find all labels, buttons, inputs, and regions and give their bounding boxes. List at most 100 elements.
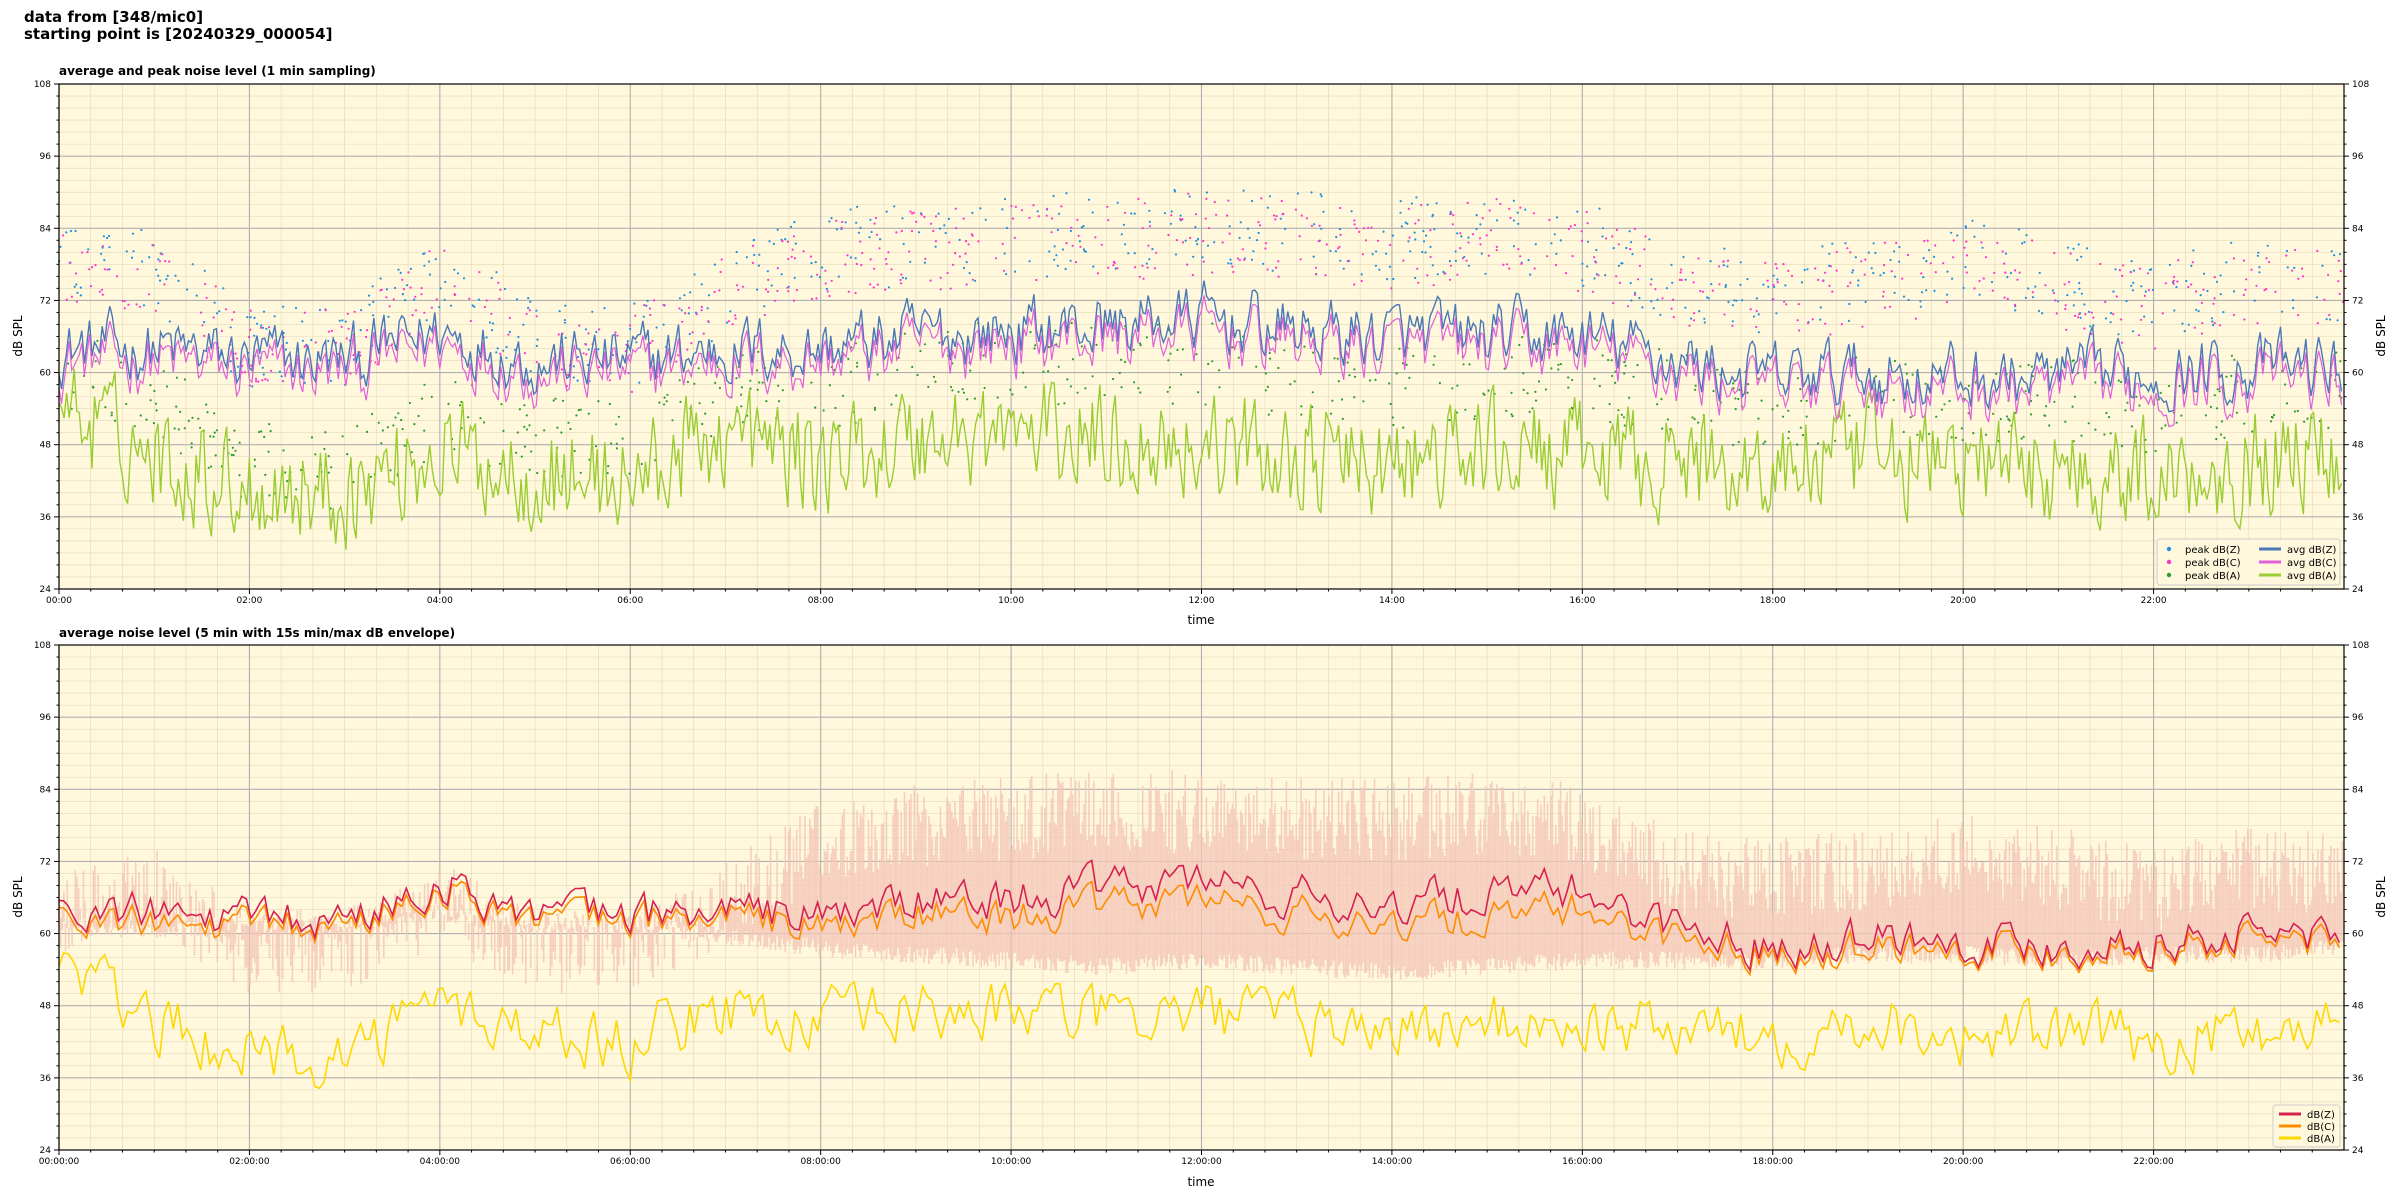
peak-point xyxy=(767,278,770,281)
peak-point xyxy=(1520,262,1523,265)
peak-point xyxy=(1153,267,1156,270)
peak-point xyxy=(895,231,898,234)
peak-point xyxy=(1800,399,1803,402)
peak-point xyxy=(414,309,418,312)
peak-point xyxy=(595,330,598,334)
peak-point xyxy=(1029,331,1032,334)
peak-point xyxy=(2180,414,2183,417)
ytick-label: 108 xyxy=(34,641,51,651)
peak-point xyxy=(1524,208,1527,211)
peak-point xyxy=(65,231,68,234)
peak-point xyxy=(2071,405,2074,408)
peak-point xyxy=(177,428,180,431)
ytick-label-right: 72 xyxy=(2352,857,2363,867)
peak-point xyxy=(745,256,749,259)
peak-point xyxy=(1772,283,1775,287)
peak-point xyxy=(386,426,389,429)
peak-point xyxy=(1266,385,1269,388)
peak-point xyxy=(2218,390,2221,393)
peak-point xyxy=(1967,384,1970,387)
peak-point xyxy=(236,365,240,368)
peak-point xyxy=(401,293,404,296)
peak-point xyxy=(1623,372,1626,375)
peak-point xyxy=(1167,233,1170,237)
peak-point xyxy=(1320,195,1323,198)
peak-point xyxy=(505,345,508,349)
peak-point xyxy=(707,294,711,297)
peak-point xyxy=(1011,393,1014,396)
peak-point xyxy=(2293,248,2297,252)
peak-point xyxy=(970,233,973,236)
peak-point xyxy=(847,290,850,293)
peak-point xyxy=(2064,307,2067,311)
peak-point xyxy=(2215,280,2218,283)
peak-point xyxy=(110,414,113,417)
peak-point xyxy=(218,310,221,313)
peak-point xyxy=(75,272,78,275)
peak-point xyxy=(1709,260,1712,263)
peak-point xyxy=(1911,373,1914,376)
peak-point xyxy=(814,406,817,409)
peak-point xyxy=(1925,260,1928,263)
peak-point xyxy=(1454,250,1457,253)
peak-point xyxy=(586,363,590,367)
peak-point xyxy=(347,327,350,330)
xtick-label: 14:00:00 xyxy=(1372,1157,1413,1167)
peak-point xyxy=(1782,263,1785,266)
peak-point xyxy=(1322,210,1325,213)
peak-point xyxy=(1488,209,1491,212)
peak-point xyxy=(1846,285,1849,288)
peak-point xyxy=(1928,432,1931,436)
peak-point xyxy=(734,317,737,320)
peak-point xyxy=(849,370,853,373)
peak-point xyxy=(1682,255,1685,259)
peak-point xyxy=(1946,270,1949,273)
peak-point xyxy=(1237,356,1240,359)
peak-point xyxy=(1229,258,1232,261)
peak-point xyxy=(135,303,138,306)
peak-point xyxy=(854,257,857,260)
peak-point xyxy=(422,461,425,464)
peak-point xyxy=(2077,316,2080,319)
peak-point xyxy=(1922,257,1925,260)
peak-point xyxy=(1973,235,1976,238)
header-source: data from [348/mic0] xyxy=(24,8,204,26)
peak-point xyxy=(1901,277,1904,280)
peak-point xyxy=(234,449,237,452)
peak-point xyxy=(199,426,202,429)
peak-point xyxy=(993,341,997,345)
peak-point xyxy=(2157,398,2160,401)
peak-point xyxy=(330,329,333,332)
peak-point xyxy=(179,452,182,455)
peak-point xyxy=(96,339,99,342)
chart-top-legend: peak dB(Z) peak dB(C) peak dB(A) avg dB(… xyxy=(2156,538,2341,586)
peak-point xyxy=(2146,272,2149,275)
peak-point xyxy=(1799,426,1802,429)
peak-point xyxy=(587,348,590,351)
xtick-label: 12:00:00 xyxy=(1181,1157,1222,1167)
peak-point xyxy=(969,369,972,372)
peak-point xyxy=(1335,235,1338,239)
peak-point xyxy=(203,269,206,272)
peak-point xyxy=(1879,274,1882,277)
peak-point xyxy=(1534,390,1537,393)
peak-point xyxy=(658,401,661,404)
peak-point xyxy=(761,381,764,384)
peak-point xyxy=(2230,354,2233,357)
chart-bottom-legend: dB(Z) dB(C) dB(A) xyxy=(2272,1104,2341,1148)
peak-point xyxy=(1116,201,1119,204)
peak-point xyxy=(872,286,875,289)
peak-point xyxy=(840,226,843,230)
peak-point xyxy=(428,250,431,253)
peak-point xyxy=(1461,257,1464,260)
peak-point xyxy=(965,283,968,286)
peak-point xyxy=(713,263,717,266)
peak-point xyxy=(755,369,759,372)
peak-point xyxy=(1580,239,1584,242)
peak-point xyxy=(937,212,940,215)
peak-point xyxy=(787,290,790,293)
peak-point xyxy=(205,403,208,406)
peak-point xyxy=(1459,232,1462,235)
peak-point xyxy=(1487,389,1490,392)
peak-point xyxy=(1046,275,1049,278)
